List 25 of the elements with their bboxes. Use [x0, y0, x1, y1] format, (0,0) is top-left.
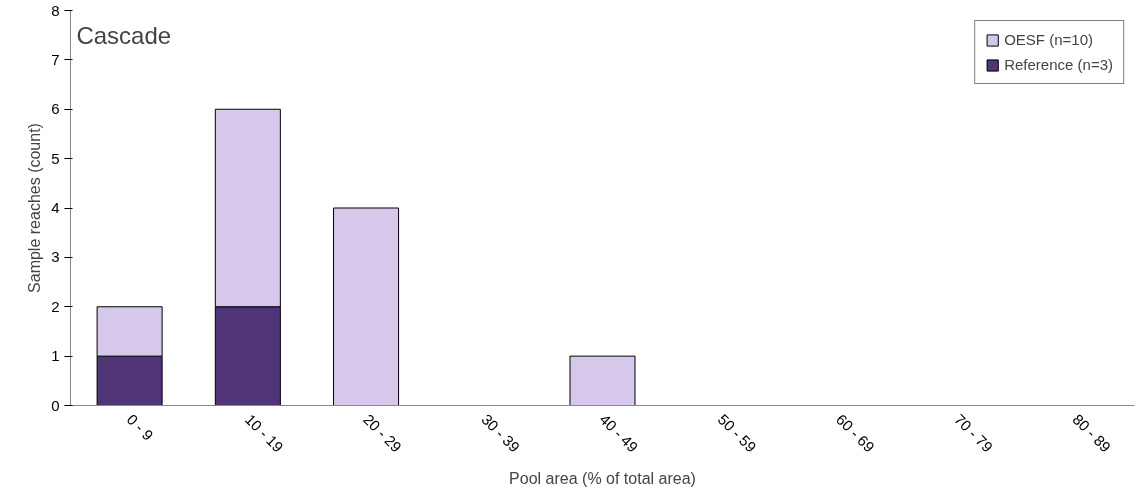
y-tick-label: 3	[51, 248, 60, 266]
x-tick-label: 80 - 89	[1069, 410, 1115, 456]
legend-label: Reference (n=3)	[1004, 56, 1113, 73]
x-tick-label: 50 - 59	[714, 410, 760, 456]
x-tick-label: 60 - 69	[832, 410, 878, 456]
bar	[569, 355, 636, 406]
x-tick-label: 40 - 49	[596, 410, 642, 456]
bar	[333, 207, 400, 406]
x-tick-label: 20 - 29	[360, 410, 406, 456]
y-tick-label: 7	[51, 50, 60, 68]
y-tick-label: 2	[51, 297, 60, 315]
y-tick-label: 6	[51, 100, 60, 118]
y-tick-label: 4	[51, 199, 60, 216]
x-tick-label: 30 - 39	[478, 410, 524, 456]
legend-label: OESF (n=10)	[1004, 31, 1093, 48]
text: Cascade	[76, 21, 172, 49]
y-tick-label: 0	[51, 396, 60, 414]
x-tick-label: 10 - 19	[241, 410, 287, 456]
x-tick-label: 70 - 79	[951, 410, 997, 456]
y-tick-label: 5	[51, 149, 60, 167]
y-tick-label: 1	[51, 347, 60, 365]
y-tick-label: 8	[51, 1, 60, 19]
x-axis-title: Pool area (% of total area)	[509, 469, 696, 487]
x-tick-label: 0 - 9	[123, 410, 157, 444]
y-axis-title: Sample reaches (count)	[26, 123, 44, 293]
